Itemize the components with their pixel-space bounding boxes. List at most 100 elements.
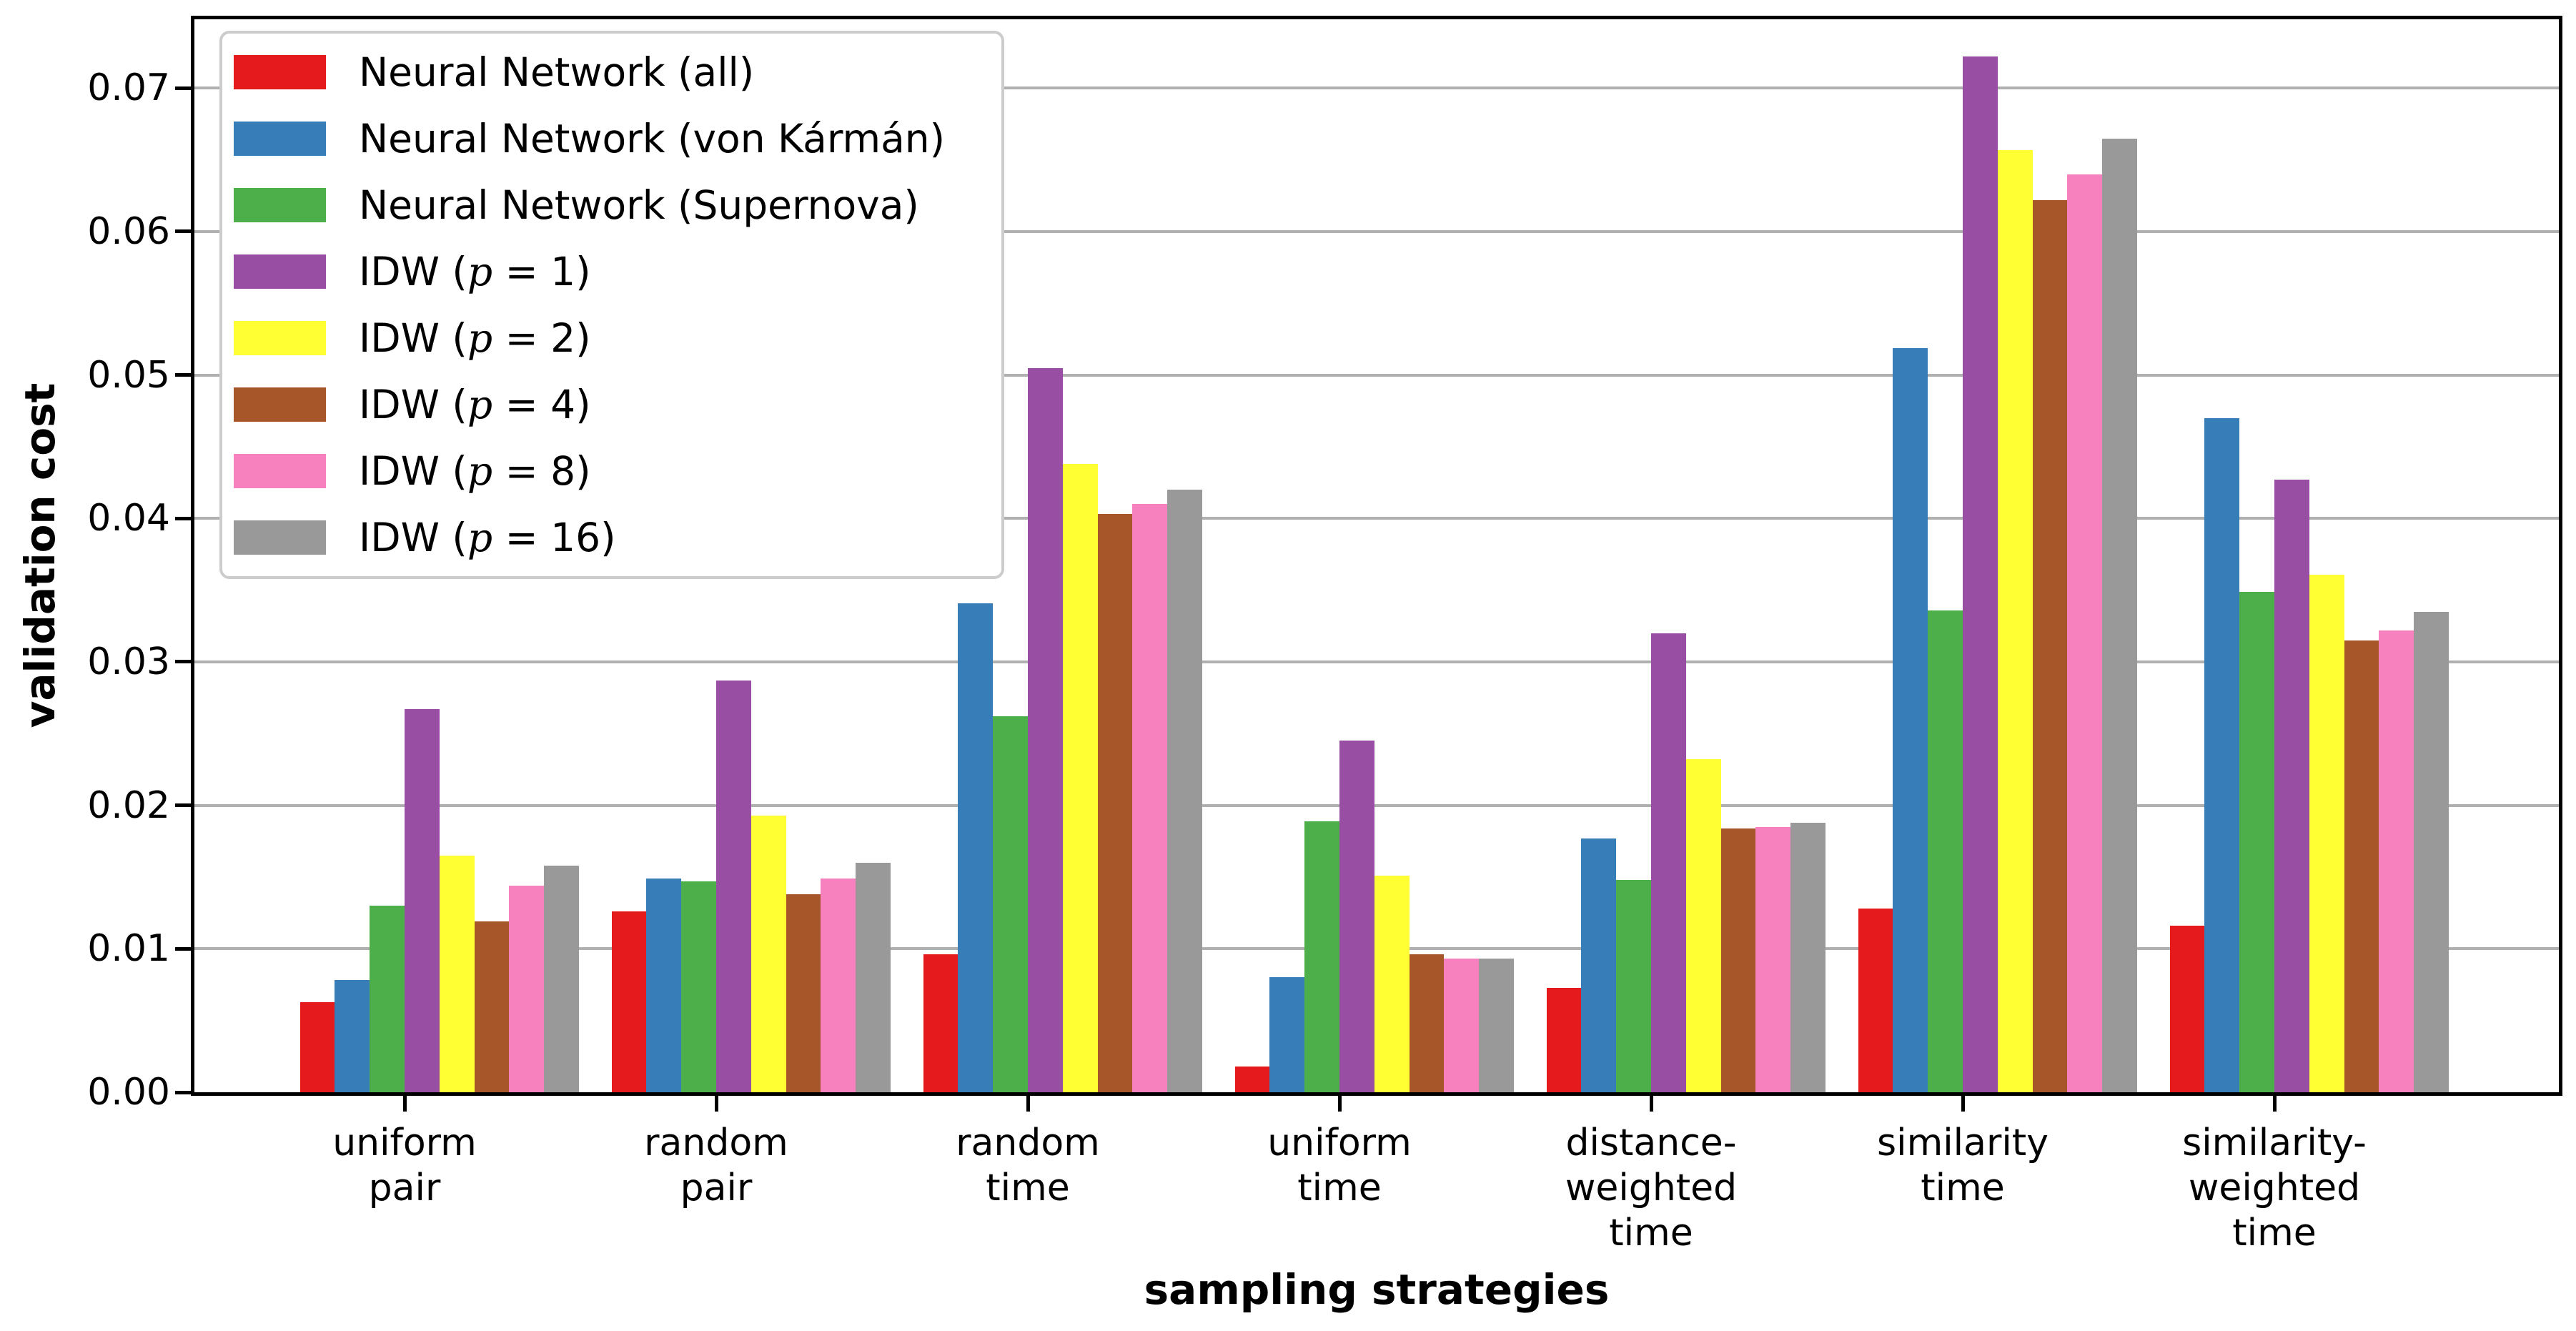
bar-series4-cat4	[1339, 741, 1374, 1092]
bottom-spine	[191, 1092, 2562, 1096]
bar-series6-cat1	[474, 921, 510, 1092]
legend-label: Neural Network (von Kármán)	[359, 115, 946, 162]
bar-series6-cat7	[2344, 640, 2379, 1092]
bar-series5-cat5	[1685, 759, 1721, 1092]
bar-series7-cat1	[509, 886, 545, 1092]
bar-series4-cat2	[716, 681, 751, 1092]
legend-label: Neural Network (all)	[359, 49, 755, 95]
bar-series8-cat6	[2102, 138, 2137, 1092]
bar-series6-cat6	[2032, 199, 2068, 1092]
bar-series8-cat7	[2414, 611, 2449, 1092]
bar-series2-cat6	[1893, 347, 1928, 1092]
legend-item: Neural Network (von Kármán)	[222, 106, 1001, 172]
bar-series6-cat4	[1409, 954, 1445, 1092]
bar-series3-cat5	[1616, 880, 1651, 1092]
y-tick-mark	[175, 803, 191, 808]
bar-series4-cat3	[1028, 367, 1063, 1092]
x-tick-mark	[2272, 1096, 2277, 1112]
x-tick-label: random pair	[644, 1122, 788, 1209]
legend-swatch	[234, 254, 326, 289]
gridline-0.03	[191, 660, 2562, 663]
bar-series1-cat3	[923, 954, 958, 1092]
bar-series5-cat4	[1374, 875, 1410, 1092]
legend-label: IDW (p = 16)	[359, 514, 616, 560]
bar-series2-cat4	[1269, 977, 1305, 1092]
bar-series4-cat1	[405, 709, 440, 1092]
y-tick-mark	[175, 516, 191, 520]
legend-item: Neural Network (Supernova)	[222, 172, 1001, 239]
bar-series5-cat3	[1062, 464, 1098, 1092]
y-tick-mark	[175, 1090, 191, 1094]
gridline-0.07	[191, 86, 2562, 90]
legend-label: Neural Network (Supernova)	[359, 182, 919, 228]
bar-series1-cat1	[299, 1001, 335, 1092]
bar-series1-cat7	[2169, 926, 2205, 1092]
legend-swatch	[234, 122, 326, 156]
bar-series4-cat6	[1963, 56, 1998, 1092]
bar-series6-cat5	[1720, 828, 1756, 1092]
bar-series6-cat3	[1097, 514, 1133, 1092]
bar-series4-cat7	[2274, 480, 2309, 1092]
x-tick-label: similarity time	[1877, 1122, 2049, 1209]
y-tick-mark	[175, 86, 191, 90]
bar-series7-cat5	[1755, 826, 1791, 1092]
bar-series3-cat1	[370, 906, 405, 1092]
legend-label: IDW (p = 8)	[359, 447, 591, 494]
legend-item: IDW (p = 8)	[222, 438, 1001, 505]
left-spine	[191, 16, 194, 1096]
bar-series7-cat7	[2379, 630, 2414, 1092]
gridline-0.02	[191, 803, 2562, 807]
y-tick-label: 0.04	[87, 497, 170, 540]
y-tick-mark	[175, 946, 191, 951]
bar-series6-cat2	[786, 894, 821, 1092]
bar-series8-cat3	[1167, 490, 1202, 1092]
bar-series7-cat4	[1444, 959, 1480, 1092]
bar-series1-cat5	[1546, 987, 1582, 1092]
y-tick-label: 0.01	[87, 927, 170, 971]
bar-series7-cat6	[2067, 174, 2103, 1092]
bar-series2-cat1	[335, 980, 370, 1092]
x-tick-label: distance- weighted time	[1565, 1122, 1738, 1255]
x-tick-label: uniform pair	[332, 1122, 477, 1209]
legend-item: IDW (p = 1)	[222, 239, 1001, 305]
bar-series5-cat1	[439, 855, 475, 1092]
gridline-0.06	[191, 229, 2562, 233]
gridline-0.05	[191, 373, 2562, 377]
bar-series2-cat3	[958, 603, 994, 1092]
top-spine	[191, 16, 2562, 19]
bar-series7-cat3	[1132, 504, 1168, 1092]
legend-swatch	[234, 55, 326, 89]
y-tick-mark	[175, 229, 191, 234]
bar-series8-cat4	[1479, 959, 1514, 1092]
x-tick-mark	[1337, 1096, 1342, 1112]
legend-swatch	[234, 387, 326, 422]
y-tick-label: 0.06	[87, 209, 170, 253]
legend-swatch	[234, 188, 326, 222]
y-tick-mark	[175, 373, 191, 377]
bar-series1-cat2	[611, 911, 647, 1092]
bar-series8-cat5	[1790, 822, 1826, 1092]
bar-series3-cat3	[993, 716, 1028, 1092]
legend-item: IDW (p = 16)	[222, 505, 1001, 571]
bar-series2-cat7	[2204, 417, 2240, 1092]
legend-item: IDW (p = 2)	[222, 305, 1001, 372]
legend-label: IDW (p = 4)	[359, 381, 591, 427]
bar-series8-cat1	[544, 865, 579, 1092]
bar-series5-cat6	[1997, 149, 2033, 1092]
bar-series8-cat2	[856, 862, 891, 1092]
legend-item: IDW (p = 4)	[222, 372, 1001, 438]
bar-series5-cat7	[2309, 574, 2344, 1092]
bar-series4-cat5	[1651, 633, 1686, 1092]
x-tick-label: random time	[956, 1122, 1100, 1209]
x-axis-title: sampling strategies	[1144, 1265, 1610, 1314]
gridline-0.04	[191, 517, 2562, 520]
x-tick-mark	[402, 1096, 407, 1112]
x-tick-mark	[1649, 1096, 1653, 1112]
y-tick-label: 0.05	[87, 353, 170, 397]
y-tick-label: 0.07	[87, 66, 170, 110]
legend-swatch	[234, 454, 326, 488]
bar-series1-cat6	[1858, 909, 1893, 1092]
